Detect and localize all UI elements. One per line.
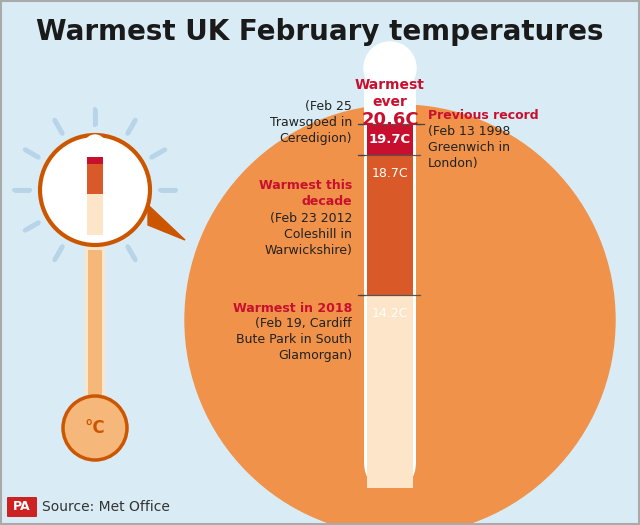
FancyBboxPatch shape (85, 145, 105, 235)
Circle shape (63, 396, 127, 460)
Circle shape (364, 42, 416, 94)
Text: 20.6C: 20.6C (361, 111, 419, 129)
Bar (367, 96, 413, 124)
FancyBboxPatch shape (364, 68, 416, 488)
Bar (367, 155, 413, 295)
Bar (367, 295, 413, 488)
Text: Warmest in 2018: Warmest in 2018 (233, 302, 352, 315)
Text: (Feb 13 1998
Greenwich in
London): (Feb 13 1998 Greenwich in London) (428, 125, 510, 170)
Bar (88, 250, 102, 395)
Bar (367, 124, 413, 155)
Text: PA: PA (13, 500, 31, 513)
Text: 18.7C: 18.7C (372, 167, 408, 180)
Bar (87, 164, 103, 194)
Text: Warmest this
decade: Warmest this decade (259, 179, 352, 208)
Circle shape (12, 107, 178, 273)
Text: °C: °C (84, 419, 106, 437)
Circle shape (85, 135, 105, 155)
Polygon shape (148, 205, 185, 240)
FancyBboxPatch shape (85, 241, 105, 406)
FancyBboxPatch shape (7, 497, 37, 517)
Text: Source: Met Office: Source: Met Office (42, 500, 170, 514)
Text: (Feb 23 2012
Coleshill in
Warwickshire): (Feb 23 2012 Coleshill in Warwickshire) (264, 212, 352, 257)
Bar (87, 194, 103, 235)
Text: Previous record: Previous record (428, 109, 539, 122)
Circle shape (40, 135, 150, 245)
Text: (Feb 19, Cardiff
Bute Park in South
Glamorgan): (Feb 19, Cardiff Bute Park in South Glam… (236, 317, 352, 362)
Bar (87, 157, 103, 164)
Text: (Feb 25
Trawsgoed in
Ceredigion): (Feb 25 Trawsgoed in Ceredigion) (269, 100, 352, 144)
Text: 19.7C: 19.7C (369, 133, 411, 146)
Text: 14.2C: 14.2C (372, 307, 408, 320)
Text: Warmest
ever: Warmest ever (355, 78, 425, 109)
Text: Warmest UK February temperatures: Warmest UK February temperatures (36, 18, 604, 46)
Circle shape (185, 105, 615, 525)
